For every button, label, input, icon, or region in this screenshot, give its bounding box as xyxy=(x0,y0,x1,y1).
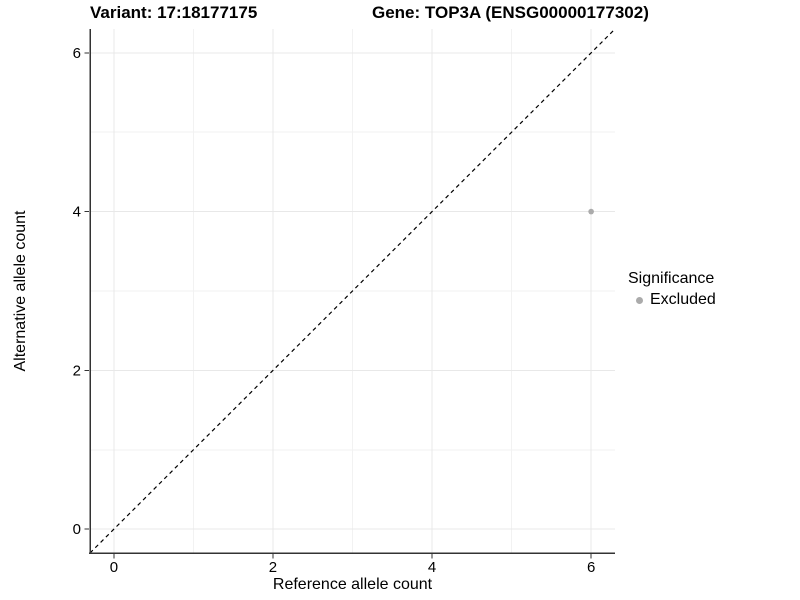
data-point xyxy=(588,208,594,215)
legend-point-icon xyxy=(636,296,643,304)
y-tick-label: 0 xyxy=(73,521,81,538)
y-tick-label: 2 xyxy=(73,362,81,379)
plot-title-gene: Gene: TOP3A (ENSG00000177302) xyxy=(372,3,649,22)
identity-line xyxy=(89,28,616,554)
y-tick-label: 4 xyxy=(73,204,81,221)
legend-title: Significance xyxy=(628,270,715,287)
legend-key xyxy=(631,292,648,309)
plot-title-variant: Variant: 17:18177175 xyxy=(90,3,258,22)
x-tick-label: 2 xyxy=(269,559,277,576)
legend: Significance Excluded xyxy=(628,270,716,309)
x-tick-label: 0 xyxy=(110,559,118,576)
legend-item-excluded: Excluded xyxy=(628,291,716,309)
legend-label: Excluded xyxy=(650,291,716,308)
y-axis-title: Alternative allele count xyxy=(12,210,29,372)
x-tick-label: 6 xyxy=(587,559,595,576)
y-tick-label: 6 xyxy=(73,45,81,62)
x-axis-title: Reference allele count xyxy=(272,576,433,593)
x-tick-label: 4 xyxy=(428,559,436,576)
